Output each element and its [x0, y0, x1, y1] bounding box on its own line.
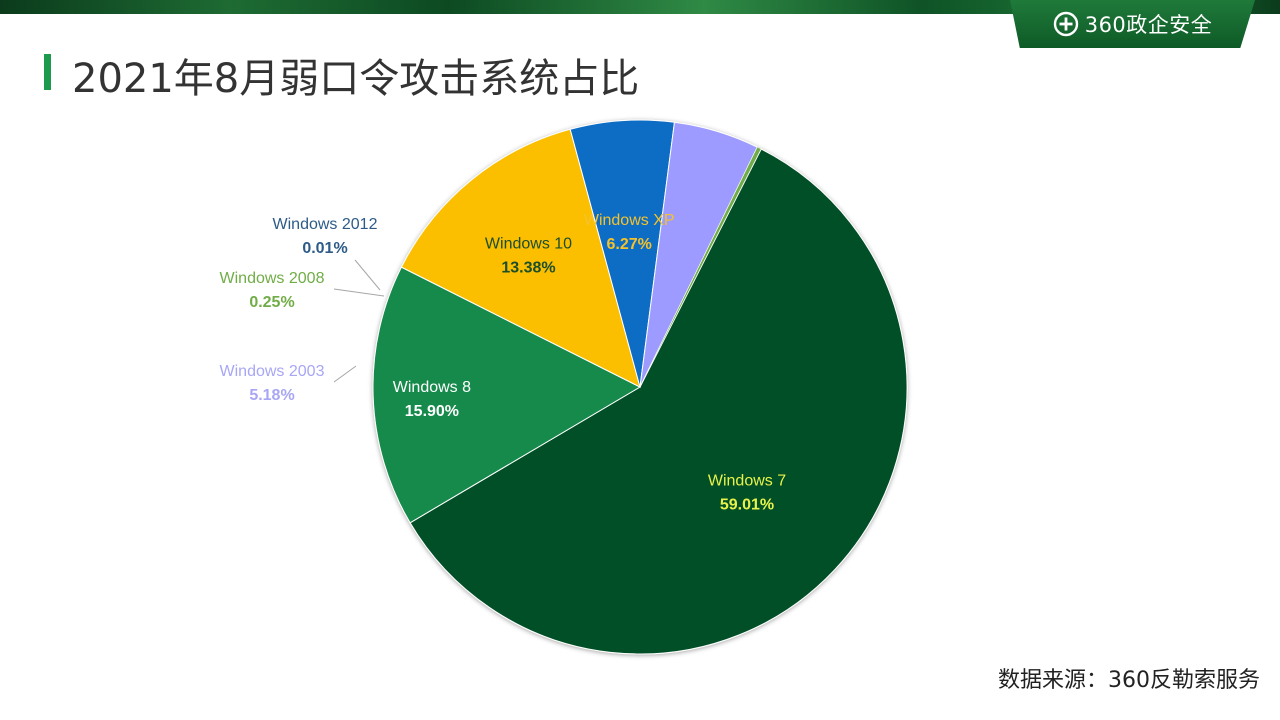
slice-percent-win7: 59.01% [720, 497, 774, 514]
slice-name-win2008: Windows 2008 [220, 270, 325, 287]
leader-line-win2003 [333, 365, 357, 383]
slice-name-win2012: Windows 2012 [273, 216, 378, 233]
title-accent-bar [44, 54, 51, 90]
brand-name: 360政企安全 [1084, 13, 1213, 37]
slice-label-winxp: Windows XP 6.27% [584, 212, 675, 253]
leader-line-win2012 [354, 259, 381, 291]
leader-line-win2008 [333, 288, 385, 297]
slice-percent-win10: 13.38% [501, 260, 555, 277]
brand-logo: 360政企安全 [1010, 0, 1255, 48]
slice-percent-win2008: 0.25% [249, 294, 294, 311]
slice-percent-win8: 15.90% [405, 403, 459, 420]
top-banner [0, 0, 1280, 14]
slice-label-win7: Windows 7 59.01% [708, 473, 786, 514]
slice-label-win2012: Windows 2012 0.01% [273, 216, 378, 257]
slice-percent-win2003: 5.18% [249, 387, 294, 404]
slice-label-win8: Windows 8 15.90% [393, 379, 471, 420]
slice-name-win2003: Windows 2003 [220, 363, 325, 380]
slice-name-win7: Windows 7 [708, 473, 786, 490]
slice-label-win10: Windows 10 13.38% [485, 236, 572, 277]
pie-slice-win8 [372, 266, 642, 524]
slice-percent-win2012: 0.01% [302, 240, 347, 257]
slice-label-win2008: Windows 2008 0.25% [220, 270, 325, 311]
slice-name-winxp: Windows XP [584, 212, 675, 229]
slice-name-win10: Windows 10 [485, 236, 572, 253]
slice-label-win2003: Windows 2003 5.18% [220, 363, 325, 404]
pie-slice-win2012 [639, 148, 762, 388]
data-source-note: 数据来源：360反勒索服务 [998, 668, 1260, 693]
brand-plus-icon [1053, 11, 1078, 37]
slice-name-win8: Windows 8 [393, 379, 471, 396]
page-title: 2021年8月弱口令攻击系统占比 [72, 56, 640, 102]
slice-percent-winxp: 6.27% [607, 236, 652, 253]
pie-slice-win10 [400, 128, 641, 388]
pie-slice-win7 [409, 148, 908, 655]
